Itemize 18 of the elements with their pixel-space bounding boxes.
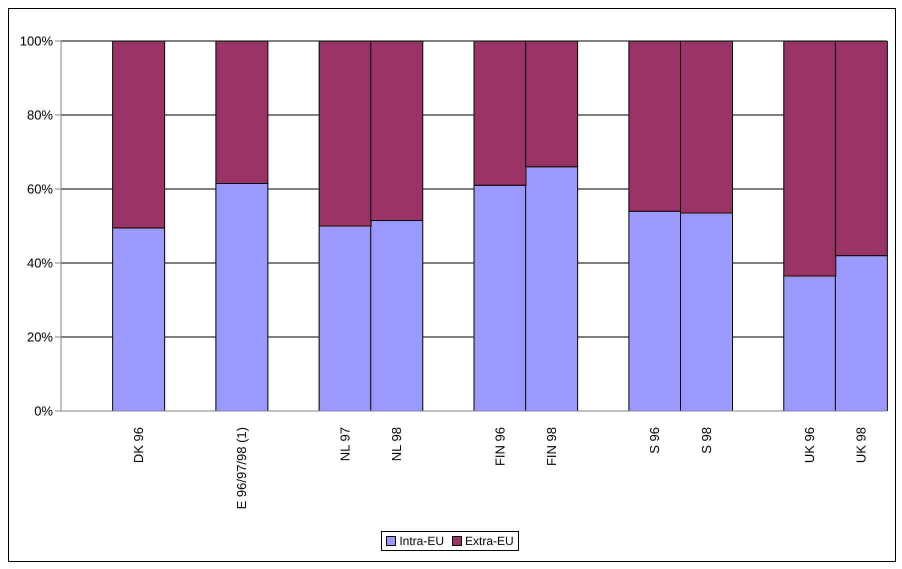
y-tick-label: 0% <box>34 404 54 419</box>
x-tick-label: DK 96 <box>130 427 146 464</box>
y-tick-label: 20% <box>26 330 54 345</box>
x-tick-label: E 96/97/98 (1) <box>234 427 250 510</box>
x-tick-label: UK 98 <box>854 427 869 464</box>
x-tick-label: FIN 98 <box>544 427 559 466</box>
x-tick-label: NL 97 <box>337 427 352 462</box>
legend-label: Intra-EU <box>398 534 444 548</box>
legend-label: Extra-EU <box>464 534 514 548</box>
y-tick-label: 60% <box>26 182 54 197</box>
x-tick-label: UK 96 <box>802 427 818 464</box>
x-tick-label: S 96 <box>647 427 662 454</box>
y-tick-label: 80% <box>26 108 54 123</box>
x-tick-label: NL 98 <box>389 427 404 462</box>
y-tick-label: 100% <box>20 34 54 49</box>
x-tick-label: FIN 96 <box>492 427 508 466</box>
y-tick-label: 40% <box>26 256 54 271</box>
x-tick-label: S 98 <box>698 427 714 454</box>
